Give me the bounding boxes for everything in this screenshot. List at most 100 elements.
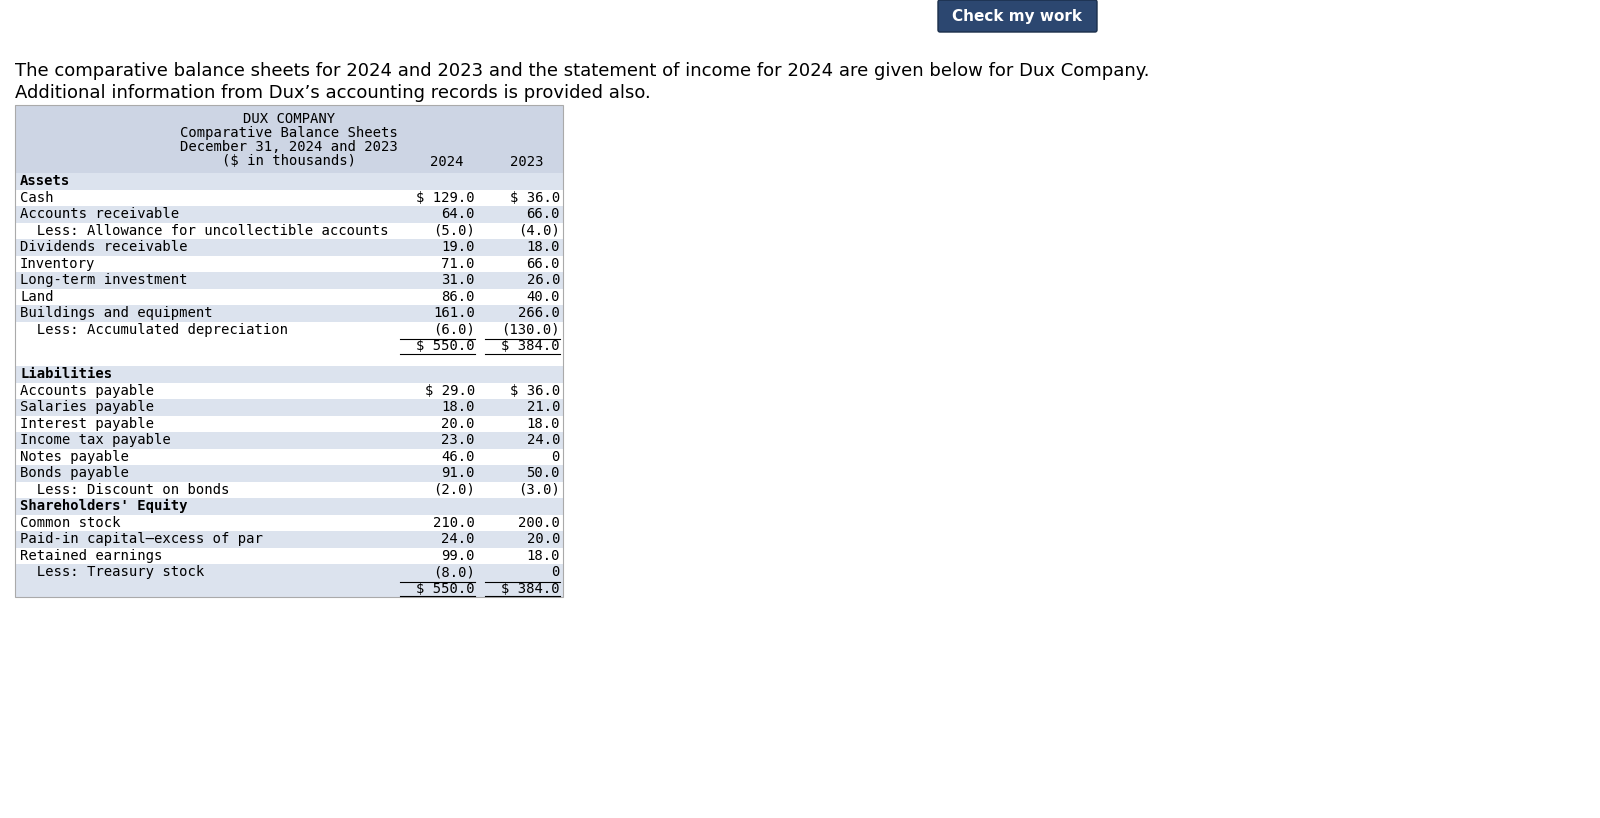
Text: $ 29.0: $ 29.0 <box>424 384 475 398</box>
Text: 46.0: 46.0 <box>442 450 475 464</box>
Text: 86.0: 86.0 <box>442 290 475 303</box>
Bar <box>14 498 563 515</box>
Text: 71.0: 71.0 <box>442 257 475 271</box>
Text: (2.0): (2.0) <box>434 483 475 497</box>
Text: 99.0: 99.0 <box>442 549 475 563</box>
Text: Inventory: Inventory <box>19 257 96 271</box>
Bar <box>14 289 563 305</box>
Text: Buildings and equipment: Buildings and equipment <box>19 306 213 321</box>
Text: 91.0: 91.0 <box>442 466 475 480</box>
Bar <box>14 239 563 255</box>
Text: Liabilities: Liabilities <box>19 367 112 381</box>
Text: Cash: Cash <box>19 191 53 204</box>
Bar <box>14 383 563 399</box>
Text: Accounts payable: Accounts payable <box>19 384 154 398</box>
Bar <box>14 206 563 222</box>
Text: Retained earnings: Retained earnings <box>19 549 162 563</box>
Bar <box>14 173 563 190</box>
Text: 200.0: 200.0 <box>518 516 560 530</box>
Text: Additional information from Dux’s accounting records is provided also.: Additional information from Dux’s accoun… <box>14 84 651 102</box>
Text: 18.0: 18.0 <box>526 549 560 563</box>
Bar <box>14 338 563 354</box>
Text: 24.0: 24.0 <box>442 533 475 546</box>
Text: Comparative Balance Sheets: Comparative Balance Sheets <box>181 126 398 140</box>
Bar <box>14 272 563 289</box>
Text: 40.0: 40.0 <box>526 290 560 303</box>
Bar <box>14 222 563 239</box>
Text: (130.0): (130.0) <box>501 323 560 337</box>
Bar <box>14 321 563 338</box>
Text: 0: 0 <box>552 565 560 579</box>
Text: Less: Discount on bonds: Less: Discount on bonds <box>19 483 229 497</box>
Bar <box>14 547 563 564</box>
Text: 26.0: 26.0 <box>526 273 560 287</box>
Text: $ 384.0: $ 384.0 <box>501 339 560 353</box>
Text: (4.0): (4.0) <box>518 224 560 238</box>
Text: $ 36.0: $ 36.0 <box>510 191 560 204</box>
Text: DUX COMPANY: DUX COMPANY <box>243 112 334 126</box>
Text: $ 384.0: $ 384.0 <box>501 582 560 596</box>
Text: Notes payable: Notes payable <box>19 450 130 464</box>
Text: Shareholders' Equity: Shareholders' Equity <box>19 499 187 514</box>
Bar <box>14 305 563 321</box>
Text: 66.0: 66.0 <box>526 257 560 271</box>
Text: Less: Treasury stock: Less: Treasury stock <box>19 565 205 579</box>
Bar <box>14 354 563 366</box>
Text: (6.0): (6.0) <box>434 323 475 337</box>
Text: $ 550.0: $ 550.0 <box>416 339 475 353</box>
Text: Less: Accumulated depreciation: Less: Accumulated depreciation <box>19 323 288 337</box>
Text: 24.0: 24.0 <box>526 434 560 447</box>
Text: December 31, 2024 and 2023: December 31, 2024 and 2023 <box>181 140 398 154</box>
Bar <box>14 399 563 416</box>
Text: 2023: 2023 <box>510 155 544 169</box>
Text: 161.0: 161.0 <box>434 306 475 321</box>
Text: Salaries payable: Salaries payable <box>19 400 154 414</box>
Bar <box>14 448 563 465</box>
Text: Check my work: Check my work <box>952 8 1083 24</box>
Text: 66.0: 66.0 <box>526 207 560 221</box>
FancyBboxPatch shape <box>938 0 1098 32</box>
Bar <box>14 432 563 448</box>
Text: $ 550.0: $ 550.0 <box>416 582 475 596</box>
Text: 20.0: 20.0 <box>442 417 475 431</box>
Text: 266.0: 266.0 <box>518 306 560 321</box>
Bar <box>14 416 563 432</box>
Text: 0: 0 <box>552 450 560 464</box>
Text: Common stock: Common stock <box>19 516 120 530</box>
Text: Land: Land <box>19 290 53 303</box>
Bar <box>14 465 563 482</box>
Text: (3.0): (3.0) <box>518 483 560 497</box>
Text: $ 36.0: $ 36.0 <box>510 384 560 398</box>
Bar <box>14 105 563 173</box>
Text: 50.0: 50.0 <box>526 466 560 480</box>
Bar <box>14 366 563 383</box>
Text: 31.0: 31.0 <box>442 273 475 287</box>
Text: Paid-in capital–excess of par: Paid-in capital–excess of par <box>19 533 262 546</box>
Text: Bonds payable: Bonds payable <box>19 466 130 480</box>
Text: 2024: 2024 <box>430 155 464 169</box>
Text: Income tax payable: Income tax payable <box>19 434 171 447</box>
Text: 20.0: 20.0 <box>526 533 560 546</box>
Text: 18.0: 18.0 <box>526 417 560 431</box>
Bar <box>14 482 563 498</box>
Text: (8.0): (8.0) <box>434 565 475 579</box>
Text: ($ in thousands): ($ in thousands) <box>222 154 355 168</box>
Text: The comparative balance sheets for 2024 and 2023 and the statement of income for: The comparative balance sheets for 2024 … <box>14 62 1149 80</box>
Text: Assets: Assets <box>19 174 70 188</box>
Text: 210.0: 210.0 <box>434 516 475 530</box>
Text: 18.0: 18.0 <box>442 400 475 414</box>
Text: Less: Allowance for uncollectible accounts: Less: Allowance for uncollectible accoun… <box>19 224 389 238</box>
Text: 19.0: 19.0 <box>442 240 475 254</box>
Text: 23.0: 23.0 <box>442 434 475 447</box>
Text: Dividends receivable: Dividends receivable <box>19 240 187 254</box>
Text: 18.0: 18.0 <box>526 240 560 254</box>
Bar <box>14 564 563 581</box>
Bar <box>14 105 563 597</box>
Text: Long-term investment: Long-term investment <box>19 273 187 287</box>
Text: 64.0: 64.0 <box>442 207 475 221</box>
Text: 21.0: 21.0 <box>526 400 560 414</box>
Text: $ 129.0: $ 129.0 <box>416 191 475 204</box>
Bar <box>14 255 563 272</box>
Text: Interest payable: Interest payable <box>19 417 154 431</box>
Text: (5.0): (5.0) <box>434 224 475 238</box>
